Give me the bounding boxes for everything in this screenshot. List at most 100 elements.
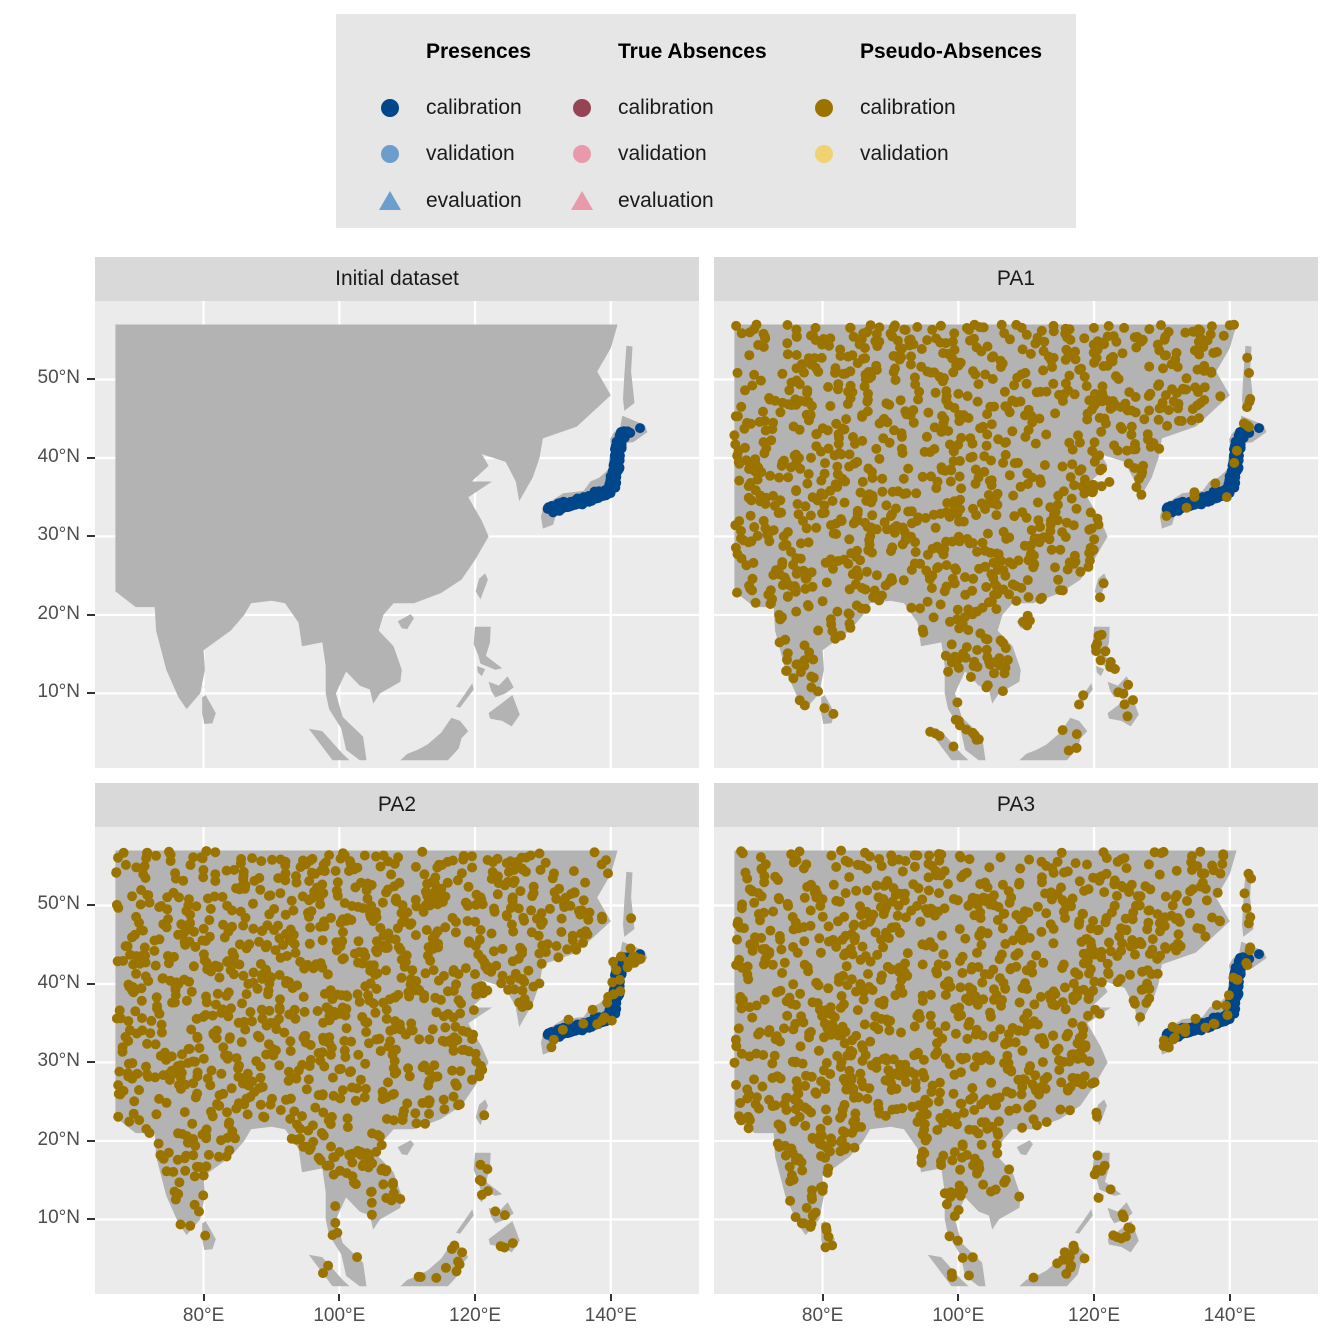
panel-title: PA2 [95, 783, 699, 827]
pseudo-absence-calibration-point [377, 897, 388, 908]
pseudo-absence-calibration-point [1224, 320, 1235, 331]
presence-calibration-point [611, 459, 622, 470]
pseudo-absence-calibration-point [917, 894, 928, 905]
land-island [473, 626, 503, 670]
pseudo-absence-calibration-point [930, 728, 941, 739]
pseudo-absence-calibration-point [299, 1006, 310, 1017]
pseudo-absence-calibration-point [1048, 867, 1059, 878]
pseudo-absence-calibration-point [289, 939, 300, 950]
pseudo-absence-calibration-point [996, 1000, 1006, 1011]
pseudo-absence-calibration-point [825, 554, 836, 565]
pseudo-absence-calibration-point [1182, 896, 1192, 906]
y-tick [87, 904, 95, 907]
pseudo-absence-calibration-point [289, 1106, 300, 1117]
pseudo-absence-calibration-point [537, 916, 548, 927]
pseudo-absence-calibration-point [350, 1095, 361, 1106]
pseudo-absence-calibration-point [1078, 1024, 1089, 1035]
pseudo-absence-calibration-point [113, 852, 123, 863]
pseudo-absence-calibration-point [1064, 1105, 1075, 1116]
pseudo-absence-calibration-point [238, 920, 249, 931]
pseudo-absence-calibration-point [867, 473, 878, 483]
pseudo-absence-calibration-point [1147, 944, 1158, 955]
pseudo-absence-calibration-point [1071, 743, 1082, 753]
pseudo-absence-calibration-point [816, 446, 826, 457]
pseudo-absence-calibration-point [448, 1091, 459, 1102]
pseudo-absence-calibration-point [857, 941, 868, 952]
pseudo-absence-calibration-point [952, 604, 963, 615]
pseudo-absence-calibration-point [503, 984, 514, 995]
pseudo-absence-calibration-point [430, 1071, 441, 1082]
pseudo-absence-calibration-point [1181, 373, 1192, 384]
pseudo-absence-calibration-point [974, 930, 985, 941]
y-tick-label: 10°N [37, 1207, 80, 1229]
pseudo-absence-calibration-point [352, 1145, 363, 1156]
pseudo-absence-calibration-point [770, 871, 781, 882]
y-tick [87, 613, 95, 616]
pseudo-absence-calibration-point [436, 883, 447, 894]
pseudo-absence-calibration-point [528, 981, 539, 992]
pseudo-absence-calibration-point [742, 417, 752, 428]
pseudo-absence-calibration-point [918, 627, 929, 638]
pseudo-absence-calibration-point [817, 911, 828, 922]
pseudo-absence-calibration-point [460, 897, 471, 908]
pseudo-absence-calibration-point [463, 881, 474, 892]
pseudo-absence-calibration-point [775, 934, 786, 945]
pseudo-absence-calibration-point [283, 1066, 294, 1077]
pseudo-absence-calibration-point [976, 939, 987, 950]
pseudo-absence-calibration-point [977, 537, 988, 548]
x-tick [474, 1294, 477, 1301]
pseudo-absence-calibration-point [492, 871, 503, 882]
pseudo-absence-calibration-point [1244, 368, 1254, 378]
pseudo-absence-calibration-point [212, 1099, 222, 1110]
pseudo-absence-calibration-point [924, 850, 935, 861]
pseudo-absence-calibration-point [337, 954, 348, 965]
pseudo-absence-calibration-point [984, 656, 995, 667]
pseudo-absence-calibration-point [800, 573, 811, 584]
pseudo-absence-calibration-point [352, 989, 363, 1000]
pseudo-absence-calibration-point [1079, 474, 1090, 485]
pseudo-absence-calibration-point [615, 986, 626, 997]
pseudo-absence-calibration-point [816, 352, 827, 363]
pseudo-absence-calibration-point [954, 850, 965, 861]
pseudo-absence-calibration-point [871, 1056, 882, 1067]
pseudo-absence-calibration-point [893, 351, 904, 362]
pseudo-absence-calibration-point [327, 1072, 338, 1083]
pseudo-absence-calibration-point [275, 888, 286, 899]
pseudo-absence-calibration-point [810, 335, 821, 346]
pseudo-absence-calibration-point [467, 862, 478, 873]
pseudo-absence-calibration-point [819, 468, 830, 479]
pseudo-absence-calibration-point [410, 930, 421, 941]
pseudo-absence-calibration-point [806, 567, 817, 578]
pseudo-absence-calibration-point [453, 995, 464, 1006]
pseudo-absence-calibration-point [823, 936, 834, 947]
pseudo-absence-calibration-point [792, 1083, 803, 1094]
pseudo-absence-calibration-point [918, 1054, 929, 1065]
pseudo-absence-calibration-point [429, 1060, 440, 1071]
pseudo-absence-calibration-point [841, 1084, 852, 1095]
legend-item-label: validation [618, 142, 707, 165]
pseudo-absence-calibration-point [1115, 421, 1126, 432]
pseudo-absence-calibration-point [732, 934, 742, 945]
pseudo-absence-calibration-point [1076, 464, 1087, 475]
pseudo-absence-calibration-point [788, 924, 799, 935]
pseudo-absence-calibration-point [192, 1071, 203, 1082]
pseudo-absence-calibration-point [949, 1147, 960, 1158]
pseudo-absence-calibration-point [317, 1047, 328, 1058]
pseudo-absence-calibration-point [1004, 1164, 1015, 1175]
pseudo-absence-calibration-point [1123, 679, 1134, 690]
pseudo-absence-calibration-point [850, 1114, 861, 1125]
pseudo-absence-calibration-point [1104, 477, 1115, 487]
pseudo-absence-calibration-point [916, 361, 927, 372]
pseudo-absence-calibration-point [782, 654, 792, 665]
pseudo-absence-calibration-point [1007, 395, 1018, 406]
pseudo-absence-calibration-point [767, 1058, 778, 1069]
pseudo-absence-calibration-point [257, 1005, 268, 1016]
pseudo-absence-calibration-point [989, 579, 1000, 589]
pseudo-absence-calibration-point [198, 1053, 209, 1064]
pseudo-absence-calibration-point [172, 1061, 183, 1072]
pseudo-absence-calibration-point [847, 1035, 858, 1046]
pseudo-absence-calibration-point [988, 1032, 999, 1043]
pseudo-absence-calibration-point [304, 895, 314, 906]
pseudo-absence-calibration-point [375, 1046, 386, 1056]
presence-calibration-point [551, 501, 562, 512]
